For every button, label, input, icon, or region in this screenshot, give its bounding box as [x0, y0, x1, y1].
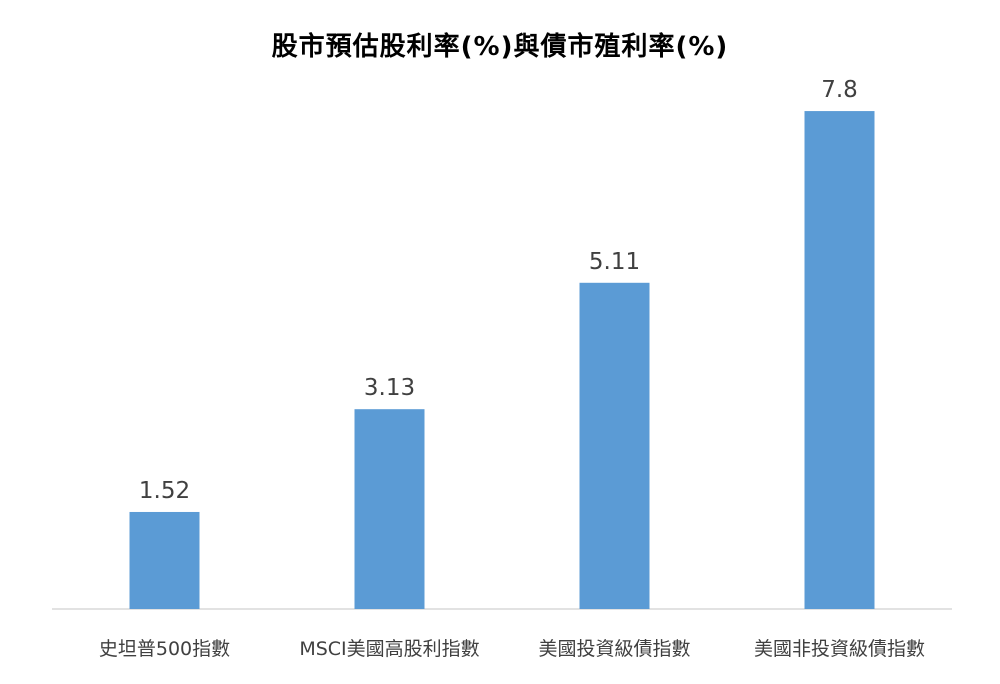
- bar-2: [579, 282, 650, 609]
- bar-0: [129, 511, 200, 609]
- bar-3: [804, 111, 875, 610]
- category-label-0: 史坦普500指數: [99, 638, 230, 660]
- data-label-1: 3.13: [364, 375, 415, 401]
- category-label-2: 美國投資級債指數: [538, 638, 690, 660]
- data-label-3: 7.8: [821, 77, 858, 103]
- bar-1: [354, 409, 425, 609]
- data-label-0: 1.52: [139, 478, 190, 504]
- category-label-1: MSCI美國高股利指數: [299, 638, 479, 660]
- data-label-2: 5.11: [589, 249, 640, 275]
- category-label-3: 美國非投資級債指數: [754, 638, 925, 660]
- chart-title: 股市預估股利率(%)與債市殖利率(%): [271, 32, 729, 62]
